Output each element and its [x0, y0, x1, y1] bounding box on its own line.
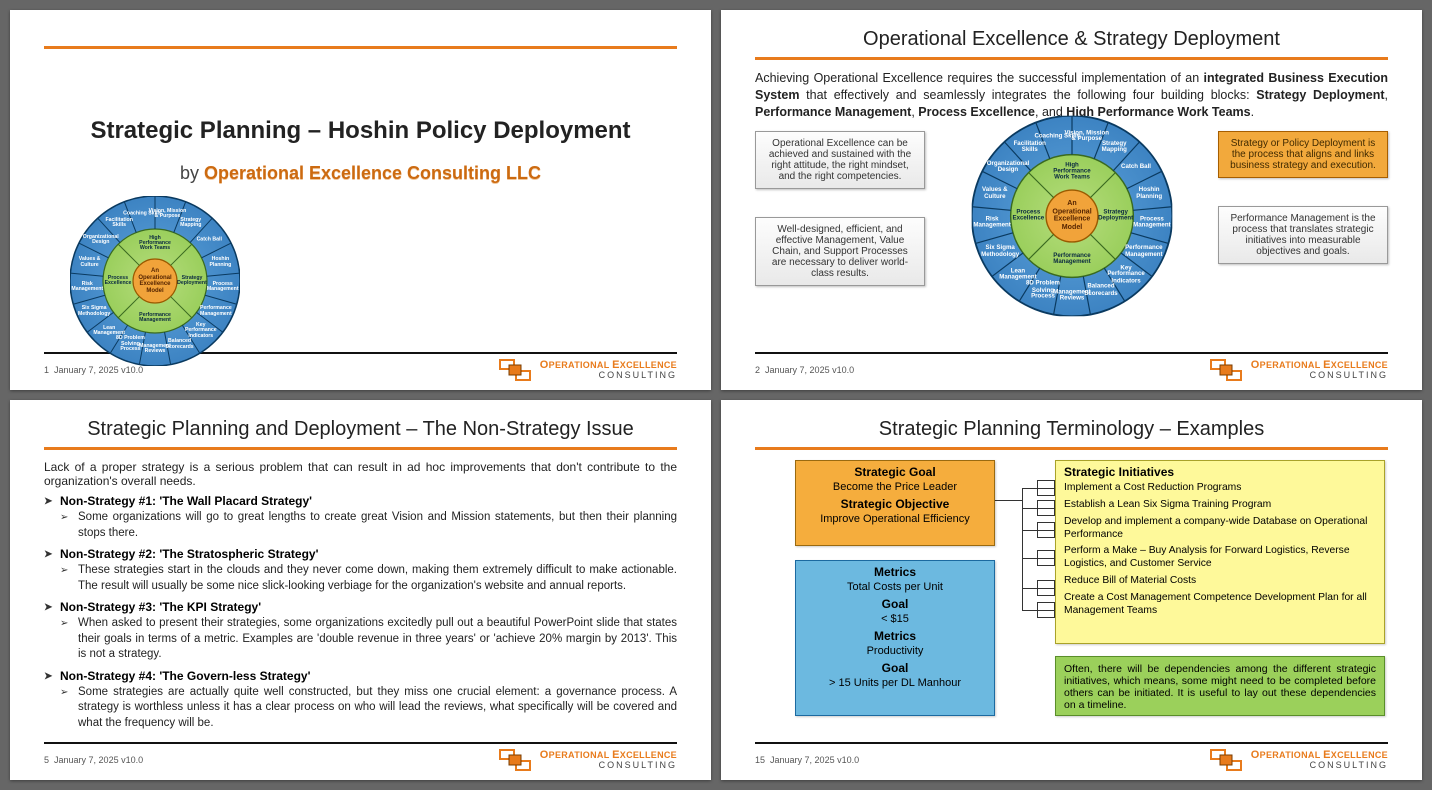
slide1-subtitle: by Operational Excellence Consulting LLC — [180, 163, 541, 184]
slide3-intro: Lack of a proper strategy is a serious p… — [44, 460, 677, 488]
slide-footer: 2 January 7, 2025 v10.0 OPERATIONAL EXCE… — [755, 352, 1388, 382]
orange-rule — [44, 447, 677, 450]
yellow-box: Strategic InitiativesImplement a Cost Re… — [1055, 460, 1385, 644]
slide4-title: Strategic Planning Terminology – Example… — [755, 418, 1388, 441]
non-strategy-detail: Some strategies are actually quite well … — [78, 685, 677, 732]
callout-top-left: Operational Excellence can be achieved a… — [755, 131, 925, 189]
slide-1: Strategic Planning – Hoshin Policy Deplo… — [10, 10, 711, 390]
slide-footer: 5 January 7, 2025 v10.0 OPERATIONAL EXCE… — [44, 742, 677, 772]
slide-footer: 15 January 7, 2025 v10.0 OPERATIONAL EXC… — [755, 742, 1388, 772]
slide3-title: Strategic Planning and Deployment – The … — [44, 418, 677, 441]
slide2-title: Operational Excellence & Strategy Deploy… — [755, 28, 1388, 51]
orange-box: Strategic GoalBecome the Price Leader St… — [795, 460, 995, 546]
brand-logo: OPERATIONAL EXCELLENCE CONSULTING — [1209, 748, 1388, 772]
non-strategy-detail: Some organizations will go to great leng… — [78, 510, 677, 541]
oe-model-graphic: High Performance Work TeamsStrategy Depl… — [70, 196, 240, 366]
orange-rule — [755, 447, 1388, 450]
slide-4: Strategic Planning Terminology – Example… — [721, 400, 1422, 780]
brand-logo: OPERATIONAL EXCELLENCE CONSULTING — [498, 748, 677, 772]
slide-3: Strategic Planning and Deployment – The … — [10, 400, 711, 780]
callout-top-right: Strategy or Policy Deployment is the pro… — [1218, 131, 1388, 178]
brand-logo: OPERATIONAL EXCELLENCE CONSULTING — [1209, 358, 1388, 382]
callout-bottom-right: Performance Management is the process th… — [1218, 206, 1388, 264]
non-strategy-heading: Non-Strategy #1: 'The Wall Placard Strat… — [60, 494, 677, 508]
blue-box: MetricsTotal Costs per Unit Goal< $15 Me… — [795, 560, 995, 716]
orange-rule — [755, 57, 1388, 60]
terminology-diagram: Strategic GoalBecome the Price Leader St… — [755, 460, 1388, 742]
slide1-title: Strategic Planning – Hoshin Policy Deplo… — [90, 117, 630, 145]
non-strategy-heading: Non-Strategy #4: 'The Govern-less Strate… — [60, 669, 677, 683]
green-box: Often, there will be dependencies among … — [1055, 656, 1385, 716]
callout-bottom-left: Well-designed, efficient, and effective … — [755, 217, 925, 286]
non-strategy-heading: Non-Strategy #3: 'The KPI Strategy' — [60, 600, 677, 614]
non-strategy-heading: Non-Strategy #2: 'The Stratospheric Stra… — [60, 547, 677, 561]
slide2-intro: Achieving Operational Excellence require… — [755, 70, 1388, 121]
brand-logo: OPERATIONAL EXCELLENCE CONSULTING — [498, 358, 677, 382]
non-strategy-detail: When asked to present their strategies, … — [78, 616, 677, 663]
slide-2: Operational Excellence & Strategy Deploy… — [721, 10, 1422, 390]
non-strategy-detail: These strategies start in the clouds and… — [78, 563, 677, 594]
non-strategy-list: Non-Strategy #1: 'The Wall Placard Strat… — [44, 488, 677, 733]
